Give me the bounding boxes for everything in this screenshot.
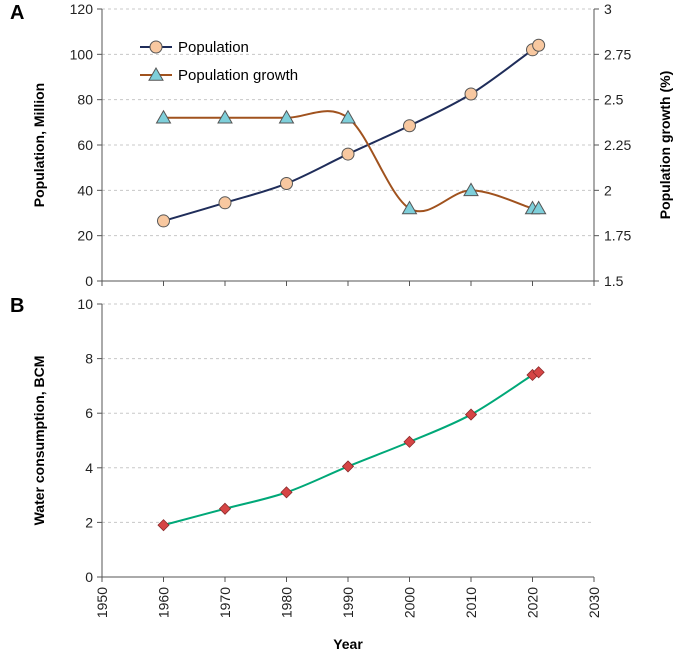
data-point-0-0 [157,214,170,228]
data-point-0-1 [218,502,232,515]
x-tick-label: 1950 [94,587,110,618]
y-tick-label: 10 [77,296,93,312]
y2-tick-label: 2.5 [604,92,624,108]
y2-tick-label: 2.75 [604,46,631,62]
y-axis-title: Water consumption, BCM [31,356,47,526]
y2-tick-label: 1.75 [604,228,631,244]
y2-tick-label: 2 [604,182,612,198]
legend-marker-1 [148,66,164,81]
data-point-0-2 [280,486,293,499]
y-tick-label: 20 [77,228,93,244]
x-tick-label: 1990 [340,587,356,618]
data-point-1-0 [155,109,172,124]
y-tick-label: 0 [85,569,93,585]
data-point-0-7 [532,38,546,52]
data-point-0-2 [280,177,293,191]
legend-label-0: Population [178,39,249,56]
panel-b: B 0 2 4 6 8 10 1950 1960 1970 1980 1990 2000 2010 2020… [10,295,602,651]
data-point-1-3 [340,109,356,124]
series-line-0 [163,370,541,527]
y-tick-label: 100 [70,46,94,62]
y-tick-label: 2 [85,514,93,530]
panel-a: A 0 20 40 60 80 100 120 1.5 1.75 2 2.25 2.5 2.75 3 Popu… [10,1,673,289]
x-tick-label: 1960 [156,587,172,618]
y-tick-label: 120 [70,1,94,17]
legend-marker-0 [149,40,163,54]
data-point-0-3 [341,460,355,473]
x-tick-label: 2000 [402,587,418,618]
y-tick-label: 0 [85,273,93,289]
data-point-1-4 [401,200,418,215]
y-tick-label: 80 [77,92,93,108]
y-tick-label: 8 [85,351,93,367]
data-point-0-7 [532,366,545,379]
y2-tick-label: 1.5 [604,273,624,289]
data-point-0-4 [403,435,416,448]
data-point-0-5 [464,87,478,101]
data-point-1-7 [530,200,547,215]
series-line-1 [163,110,541,213]
x-axis-title: Year [333,636,363,651]
y2-tick-label: 3 [604,1,612,17]
data-point-1-1 [217,109,233,124]
data-point-0-5 [464,408,478,421]
y-tick-label: 60 [77,137,93,153]
y2-tick-label: 2.25 [604,137,631,153]
y-axis-title: Population, Million [31,83,47,207]
x-tick-label: 2010 [463,587,479,618]
panel-label: A [10,2,24,24]
x-tick-label: 1970 [217,587,233,618]
x-tick-label: 2030 [586,587,602,618]
legend-label-1: Population growth [178,67,298,84]
y-tick-label: 40 [77,182,93,198]
data-point-1-5 [463,182,479,197]
y2-axis-title: Population growth (%) [657,71,673,220]
data-point-0-0 [157,519,170,532]
y-tick-label: 6 [85,405,93,421]
x-tick-label: 2020 [525,587,541,618]
y-tick-label: 4 [85,460,93,476]
panel-label: B [10,295,24,317]
data-point-0-3 [341,147,355,161]
data-point-1-2 [278,109,295,124]
data-point-0-1 [218,196,232,210]
x-tick-label: 1980 [279,587,295,618]
data-point-0-4 [403,119,416,133]
